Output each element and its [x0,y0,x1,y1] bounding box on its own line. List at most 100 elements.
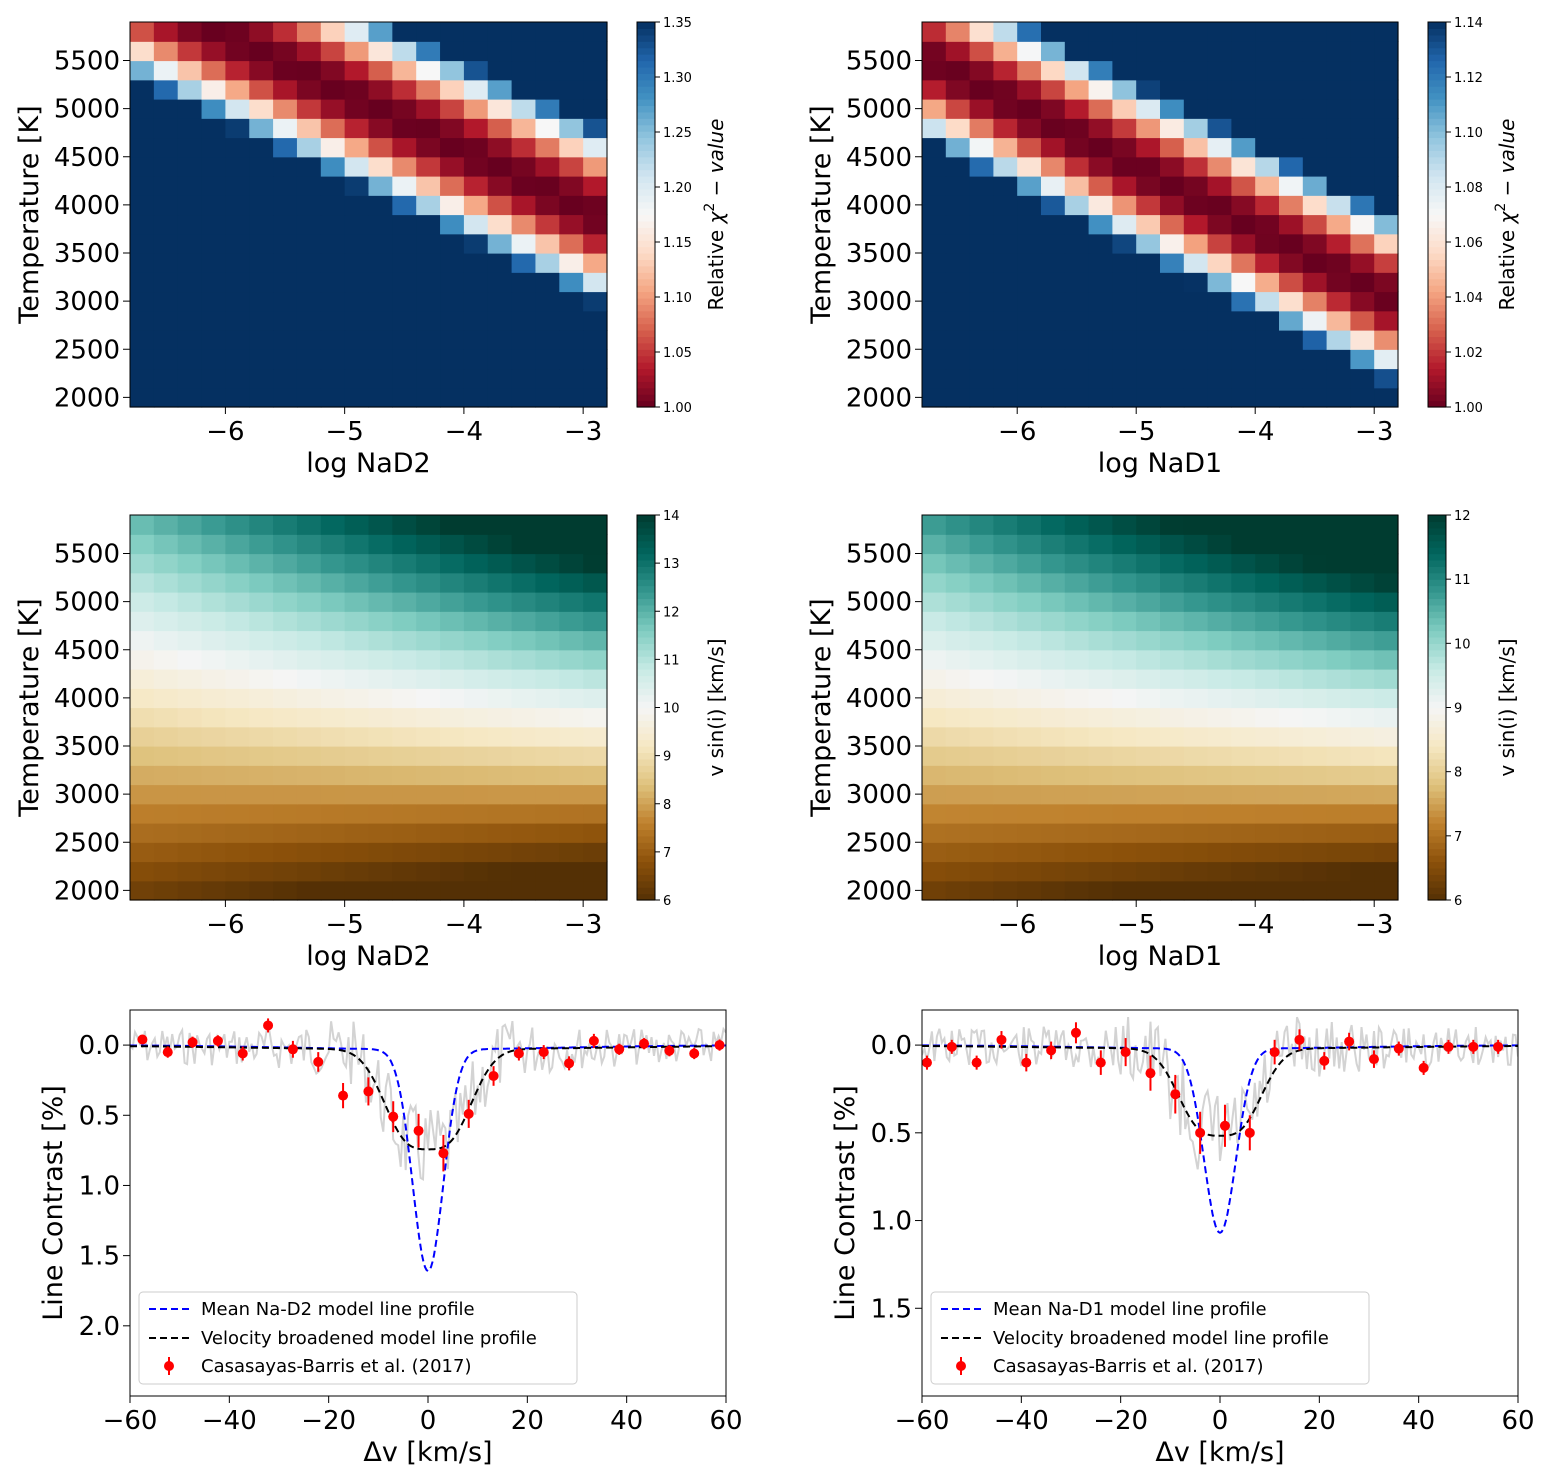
heatmap-cell [440,803,465,824]
colorbar-swatch [637,227,655,235]
heatmap-cell [225,765,250,786]
heatmap-cell [1302,60,1328,81]
heatmap-cell [1255,330,1280,350]
heatmap-cell [1183,195,1209,216]
heatmap-cell [969,41,994,62]
heatmap-cell [416,195,441,216]
heatmap-cell [535,630,560,651]
heatmap-cell [1088,592,1113,612]
observed-point [1244,1127,1255,1138]
heatmap-cell [1136,842,1161,863]
heatmap-cell [487,707,513,728]
heatmap-cell [559,368,584,389]
heatmap-cell [368,41,393,62]
heatmap-cell [1088,79,1113,100]
heatmap-cell [344,387,370,408]
heatmap-cell [1017,176,1042,196]
heatmap-cell [583,707,608,728]
colorbar-swatch [1428,842,1446,850]
heatmap-cell [1064,515,1090,535]
heatmap-cell [922,765,947,786]
plot-frame [129,21,608,408]
heatmap-cell [1017,688,1042,709]
heatmap-cell [344,137,370,158]
heatmap-cell [559,553,584,574]
heatmap-cell [440,707,465,728]
colorbar-swatch [637,694,655,702]
heatmap-cell [225,553,250,574]
heatmap-cell [296,534,322,555]
heatmap-cell [296,861,322,882]
heatmap-cell [153,746,179,766]
heatmap-cell [273,803,298,824]
heatmap-cell [153,611,179,632]
heatmap-cell [1326,99,1351,119]
heatmap-cell [559,861,584,882]
heatmap-cell [177,553,203,574]
heatmap-cell [969,553,994,574]
heatmap-cell [344,630,370,651]
colorbar-label-math: χ [704,210,728,224]
heatmap-cell [153,823,179,843]
heatmap-cell [320,368,346,389]
heatmap-cell [535,41,560,62]
heatmap-cell [583,880,608,901]
heatmap-cell [1350,99,1375,119]
colorbar-swatch [637,752,655,760]
heatmap-cell [463,79,489,100]
heatmap-cell [583,349,608,370]
colorbar-swatch [637,713,655,721]
colorbar-swatch [1428,726,1446,734]
heatmap-cell [320,649,346,670]
heatmap-cell [463,630,489,651]
colorbar-label: Relative χ2 − value [1493,119,1519,311]
colorbar-swatch [1428,233,1446,241]
heatmap-cell [320,572,346,593]
heatmap-cell [945,176,971,196]
heatmap-cell [1207,156,1232,177]
heatmap-cell [969,515,994,535]
heatmap-cell [1112,784,1137,805]
heatmap-cell [511,842,537,863]
heatmap-cell [463,195,489,216]
heatmap-cell [177,784,203,805]
heatmap-cell [1326,137,1351,158]
heatmap-cell [1326,118,1351,139]
colorbar-swatch [637,585,655,593]
heatmap-cell [1160,118,1185,139]
heatmap-cell [1112,592,1137,612]
heatmap-cell [1207,233,1232,254]
heatmap-cell [1350,253,1375,273]
heatmap-cell [1136,233,1161,254]
colorbar-swatch [637,527,655,535]
colorbar-tick-label: 1.08 [1454,181,1483,196]
colorbar-swatch [1428,195,1446,203]
heatmap-cell [392,649,417,670]
heatmap-cell [1041,310,1066,331]
heatmap-cell [1255,310,1280,331]
colorbar-swatch [1428,240,1446,248]
heatmap-cell [511,349,537,370]
heatmap-cell [130,592,155,612]
heatmap-cell [225,310,250,331]
heatmap-cell [945,669,971,689]
heatmap-cell [487,784,513,805]
heatmap-cell [201,195,226,216]
heatmap-cell [344,553,370,574]
heatmap-cell [1374,842,1399,863]
heatmap-cell [969,726,994,747]
heatmap-cell [344,41,370,62]
heatmap-cell [1183,387,1209,408]
heatmap-cell [416,553,441,574]
y-axis-label: Temperature [K] [14,598,45,817]
heatmap-cell [1255,195,1280,216]
heatmap-cell [225,41,250,62]
colorbar-swatch [1428,182,1446,190]
y-tick-label: 3500 [54,239,120,269]
heatmap-cell [153,784,179,805]
heatmap-cell [1064,99,1090,119]
heatmap-cell [249,156,274,177]
heatmap-cell [463,861,489,882]
heatmap-cell [1326,253,1351,273]
colorbar-swatch [1428,887,1446,895]
